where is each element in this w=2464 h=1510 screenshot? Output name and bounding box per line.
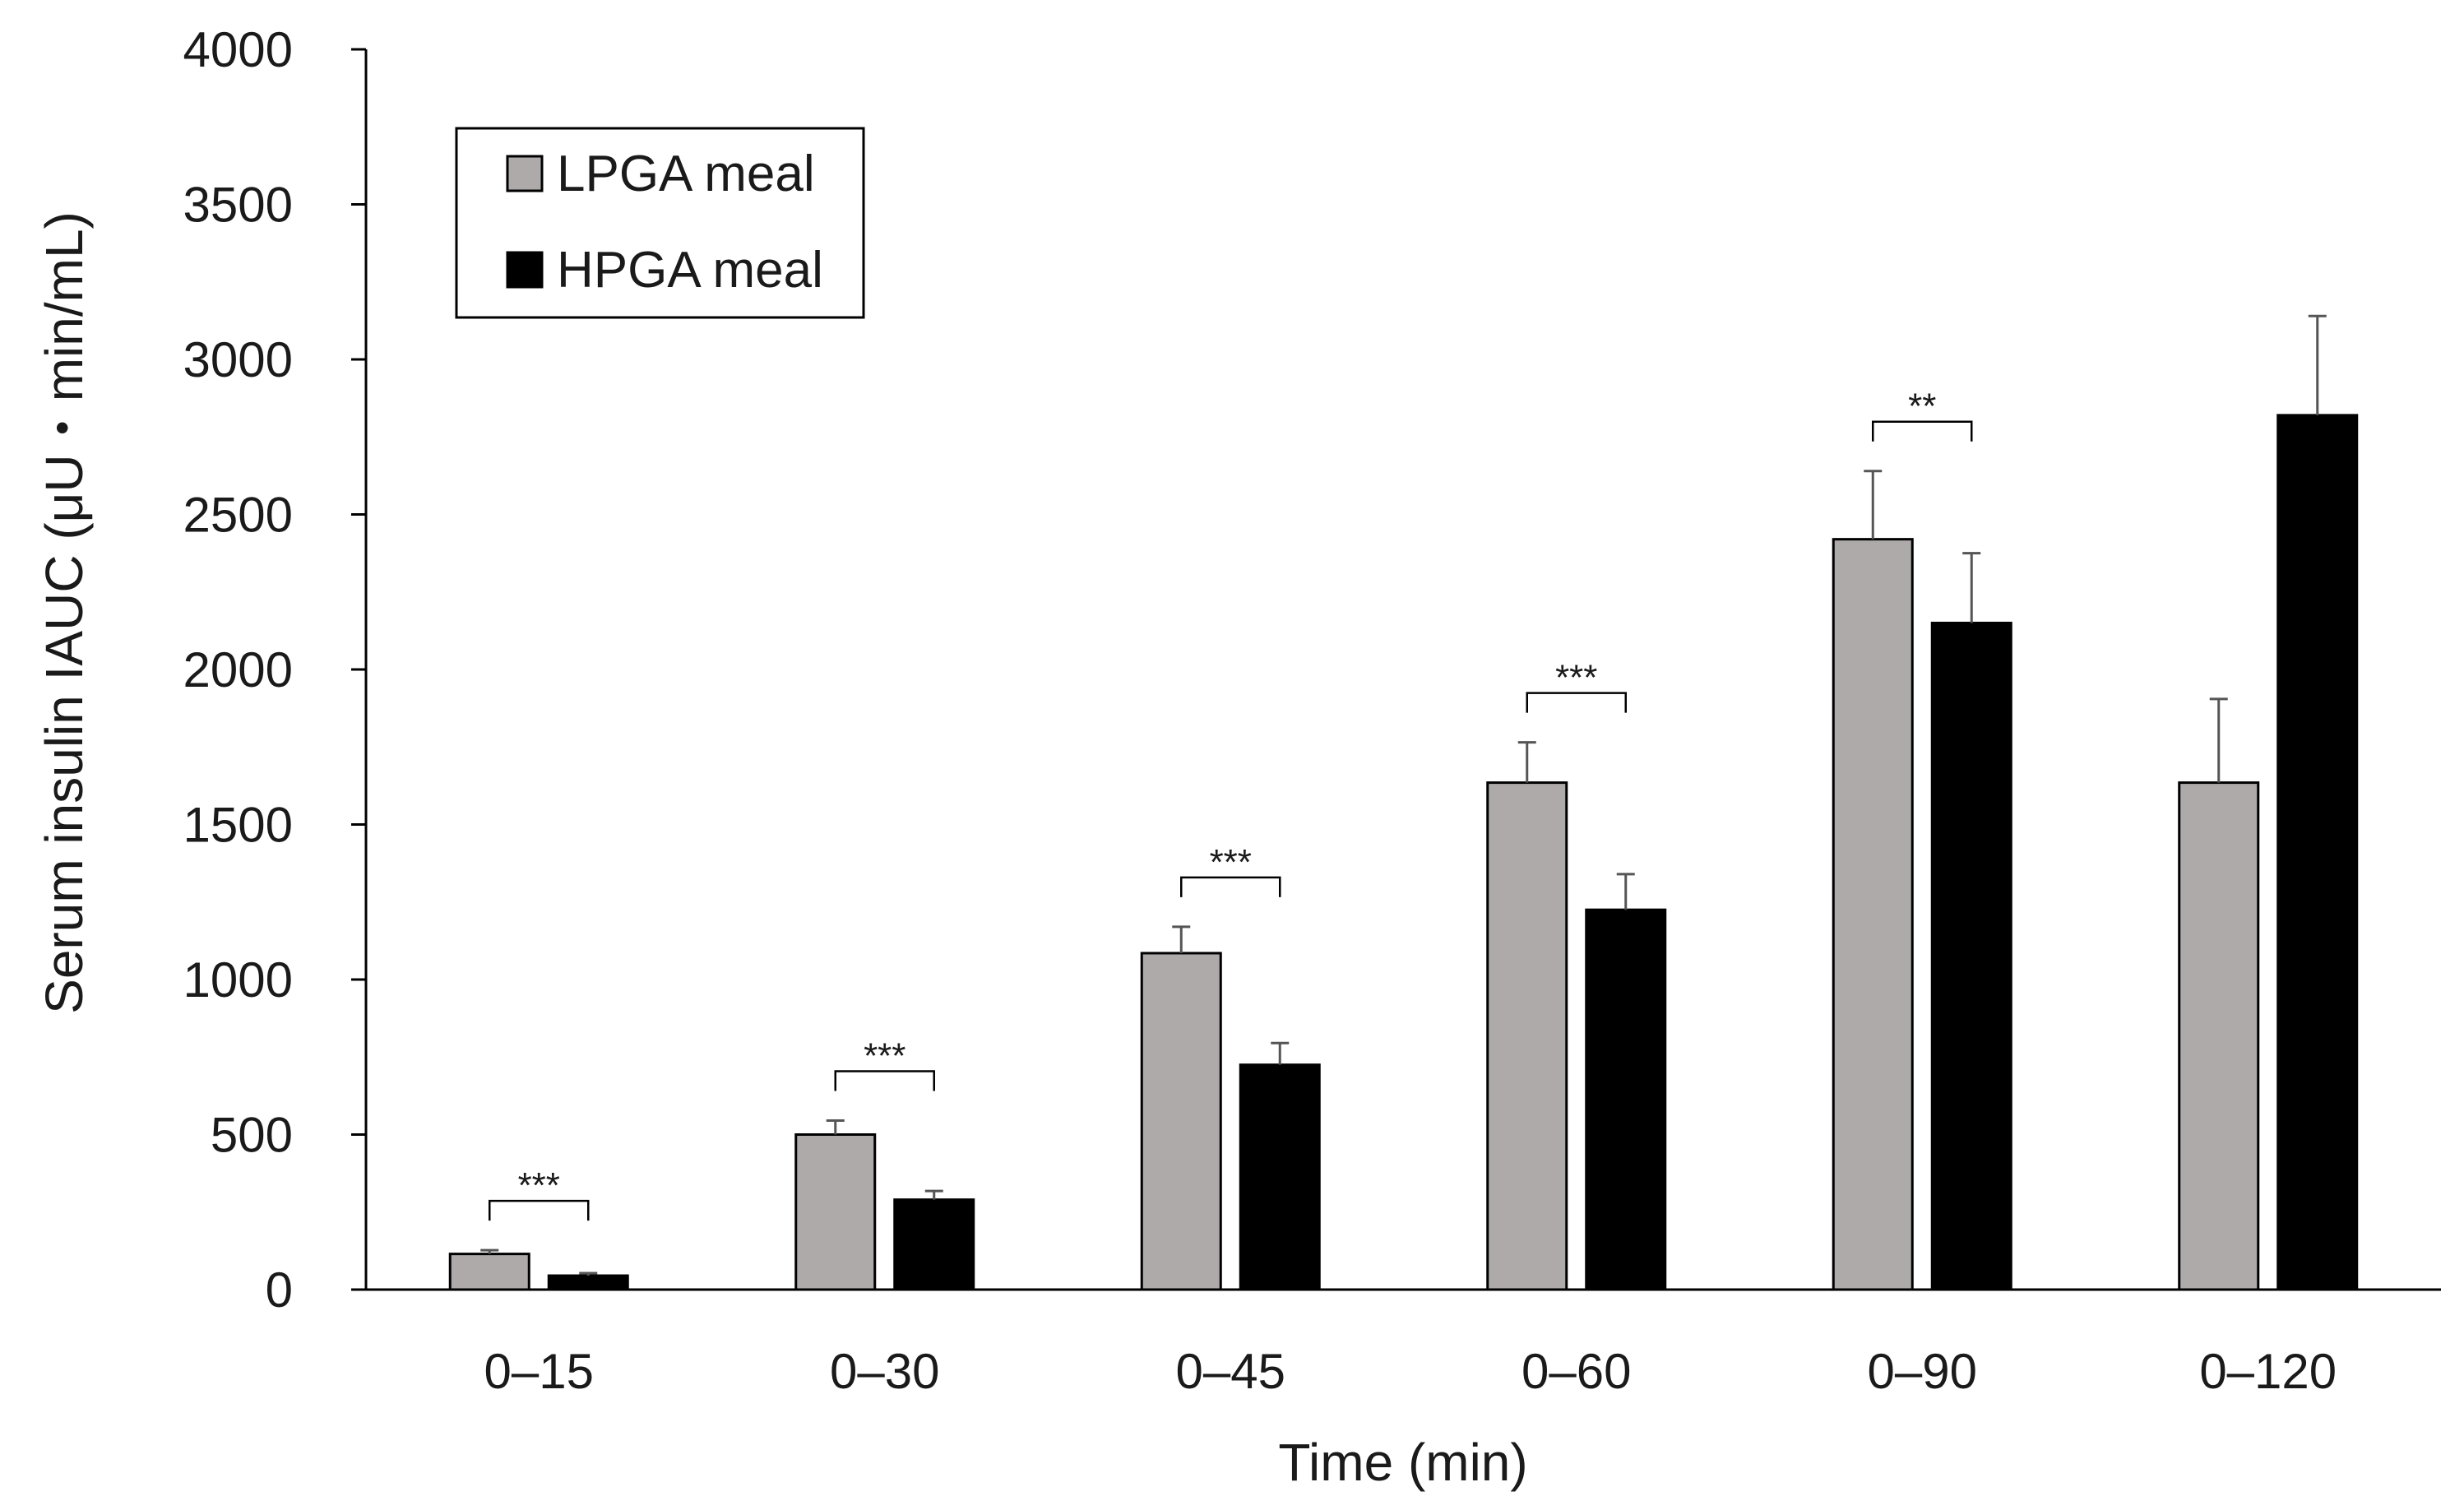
bar-lpga (2178, 781, 2260, 1291)
x-tick-label: 0–120 (2199, 1344, 2337, 1399)
bar-hpga (1239, 1063, 1321, 1291)
y-axis: 0 500 1000 1500 2000 2500 3000 3500 4000 (183, 22, 368, 1318)
legend-label-lpga: LPGA meal (557, 146, 815, 202)
significance-bracket (1180, 876, 1281, 897)
y-tick-label: 3500 (183, 178, 293, 233)
legend-label-hpga: HPGA meal (557, 242, 823, 299)
bar-lpga (1140, 952, 1222, 1291)
y-tick-label: 0 (266, 1262, 293, 1318)
bar-hpga (2276, 414, 2359, 1291)
x-axis-title: Time (min) (1278, 1433, 1527, 1492)
x-tick-label: 0–90 (1868, 1344, 1977, 1399)
x-tick-label: 0–60 (1521, 1344, 1631, 1399)
y-tick-label: 1500 (183, 798, 293, 853)
legend-swatch-lpga (506, 155, 544, 192)
y-tick-label: 3000 (183, 332, 293, 387)
bar-lpga (1486, 781, 1568, 1291)
legend-swatch-hpga (506, 251, 544, 289)
x-axis: 0–15 0–30 0–45 0–60 0–90 0–120 (366, 1288, 2441, 1399)
significance-label: *** (518, 1165, 560, 1206)
bar-lpga (1832, 538, 1914, 1291)
bar-hpga (547, 1274, 629, 1291)
bar-lpga (448, 1253, 530, 1291)
bar-lpga (794, 1133, 877, 1291)
y-tick-label: 1000 (183, 952, 293, 1007)
significance-markers: ************** (489, 387, 1973, 1221)
bar-hpga (1585, 908, 1667, 1291)
x-tick-label: 0–30 (830, 1344, 939, 1399)
significance-bracket (1526, 692, 1627, 713)
x-tick-label: 0–45 (1176, 1344, 1285, 1399)
y-tick-label: 4000 (183, 22, 293, 77)
significance-bracket (1872, 420, 1973, 442)
significance-label: *** (864, 1036, 905, 1077)
x-tick-label: 0–15 (484, 1344, 594, 1399)
significance-bracket (834, 1070, 935, 1091)
y-axis-title: Serum insulin IAUC (μU・min/mL) (35, 211, 94, 1014)
bars (448, 414, 2359, 1291)
bar-hpga (893, 1198, 975, 1291)
significance-label: *** (1210, 842, 1252, 882)
bar-hpga (1930, 621, 2012, 1291)
legend: LPGA meal HPGA meal (455, 127, 865, 319)
significance-bracket (489, 1199, 590, 1221)
y-tick-label: 2500 (183, 488, 293, 543)
y-tick-label: 500 (211, 1108, 293, 1163)
error-bars (480, 314, 2327, 1276)
y-tick-label: 2000 (183, 642, 293, 697)
significance-label: *** (1555, 658, 1597, 698)
significance-label: ** (1908, 387, 1936, 427)
